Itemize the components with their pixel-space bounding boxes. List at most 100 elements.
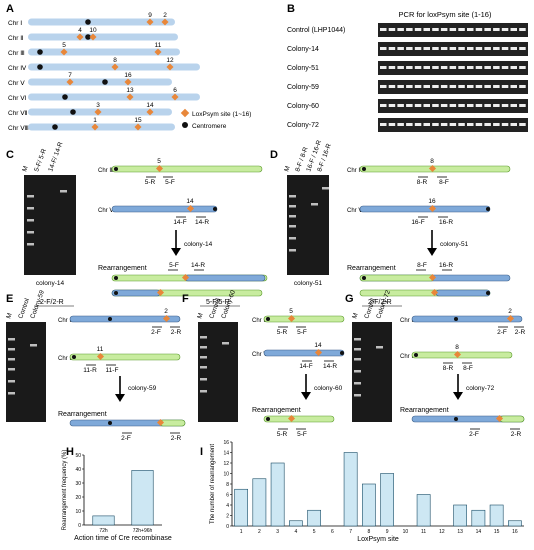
primer-title: 5-F/5-R [206,299,230,306]
gel-band [510,66,517,69]
chr-label: Chr Ⅲ [58,356,73,362]
centromere [454,417,458,421]
loxpsym-site [96,352,105,361]
gel-band [27,243,34,246]
lane-label-m: M [21,165,29,172]
loxpsym-site [186,204,195,213]
x-tick-label: 72h+96h [133,528,153,534]
rearrangement-label: Rearrangement [98,265,147,272]
gel-band [519,104,526,107]
process-arrow-head [301,392,311,400]
primer-label: 2-R [515,329,526,336]
chromosome-map: Chr Ⅰ Chr Ⅱ Chr Ⅲ Chr Ⅳ Chr Ⅴ Chr Ⅵ Chr Ⅶ Chr Ⅷ… [8,12,200,132]
bar [453,504,467,527]
gel-band [222,342,229,345]
gel-caption: colony-14 [36,280,65,287]
panel-d-label: D [270,149,278,161]
gel-band [27,219,34,222]
site-number: 2 [508,308,512,315]
loxpsym-site [428,273,437,282]
x-axis-label: LoxPsym site [357,536,399,543]
colony-label: colony-72 [466,385,495,392]
bar [92,515,115,526]
chromosome-recombined [499,415,525,423]
chr-label: Chr Ⅲ [8,50,25,57]
gel-band [475,104,483,107]
rearrangement-label: Rearrangement [347,265,396,272]
site-number: 5 [157,158,161,165]
chromosome-recombined [159,419,186,427]
pcr-row-label: Colony-59 [287,84,319,91]
gel-band [322,187,329,190]
gel-band [397,85,404,88]
legend-site-marker [180,108,190,118]
centromere [85,19,91,25]
gel-band [484,123,491,126]
primer-label: 5-R [277,329,288,336]
loxpsym-site [171,93,179,101]
gel-band [200,346,207,349]
gel-band [458,66,465,69]
gel-band [423,47,430,50]
x-tick-label: 9 [386,529,389,535]
bar [343,452,358,527]
x-tick-label: 16 [512,529,518,535]
primer-label: 5-F [165,179,175,186]
x-tick-label: 12 [439,529,445,535]
gel-band [289,195,296,198]
lane-label-m: M [196,312,204,319]
gel-band [440,104,448,107]
panel-b: B PCR for loxPsym site (1-16) Control (L… [287,3,528,132]
lane-label-m: M [5,312,13,319]
bar [289,520,303,527]
centromere [266,317,270,321]
gel-image-c [24,175,76,275]
gel-band [458,85,465,88]
gel-band [8,380,15,383]
gel-band [484,85,491,88]
primer-label: 8-F [417,262,427,269]
gel-band [388,85,396,88]
gel-band [458,123,465,126]
centromere [114,276,118,280]
pcr-title: PCR for loxPsym site (1-16) [399,10,492,19]
x-axis-label: Action time of Cre recombinase [74,535,172,542]
y-axis-label: Rearrangement frequency (%) [62,450,68,531]
gel-band [519,85,526,88]
pcr-row-label: Colony-60 [287,103,319,110]
loxpsym-site [453,350,462,359]
gel-band [388,66,396,69]
colony-label: colony-60 [314,385,343,392]
chromosome [28,93,200,101]
loxpsym-site [94,108,102,116]
gel-band [475,66,483,69]
gel-band [414,28,422,31]
chromosome-recombined [359,274,435,282]
y-tick-label: 4 [226,503,229,509]
chr-label: Chr Ⅳ [400,354,417,360]
gel-band [432,123,439,126]
centromere [85,34,91,40]
site-number: 14 [314,342,322,349]
chromosome-blue [69,315,181,323]
y-tick-label: 20 [75,495,81,501]
gel-band [501,28,509,31]
gel-band [27,231,34,234]
chr-label: Chr Ⅲ [98,168,113,174]
gel-band [484,47,491,50]
panel-f: F 5-F/5-R M Control Colony-60 Chr Ⅲ 5 5-… [182,289,345,438]
gel-band [200,390,207,393]
gel-band [467,47,474,50]
site-number: 5 [289,308,293,315]
gel-band [501,123,509,126]
gel-band [388,47,396,50]
bar [131,470,154,526]
gel-band [432,85,439,88]
site-number: 2 [164,308,168,315]
panel-c: C M 5-F/ 5-R 14-F/ 14-R colony-14 Chr Ⅲ … [6,141,268,297]
gel-band [289,249,296,252]
loxpsym-site [161,18,169,26]
chr-label: Chr Ⅳ [347,168,364,174]
